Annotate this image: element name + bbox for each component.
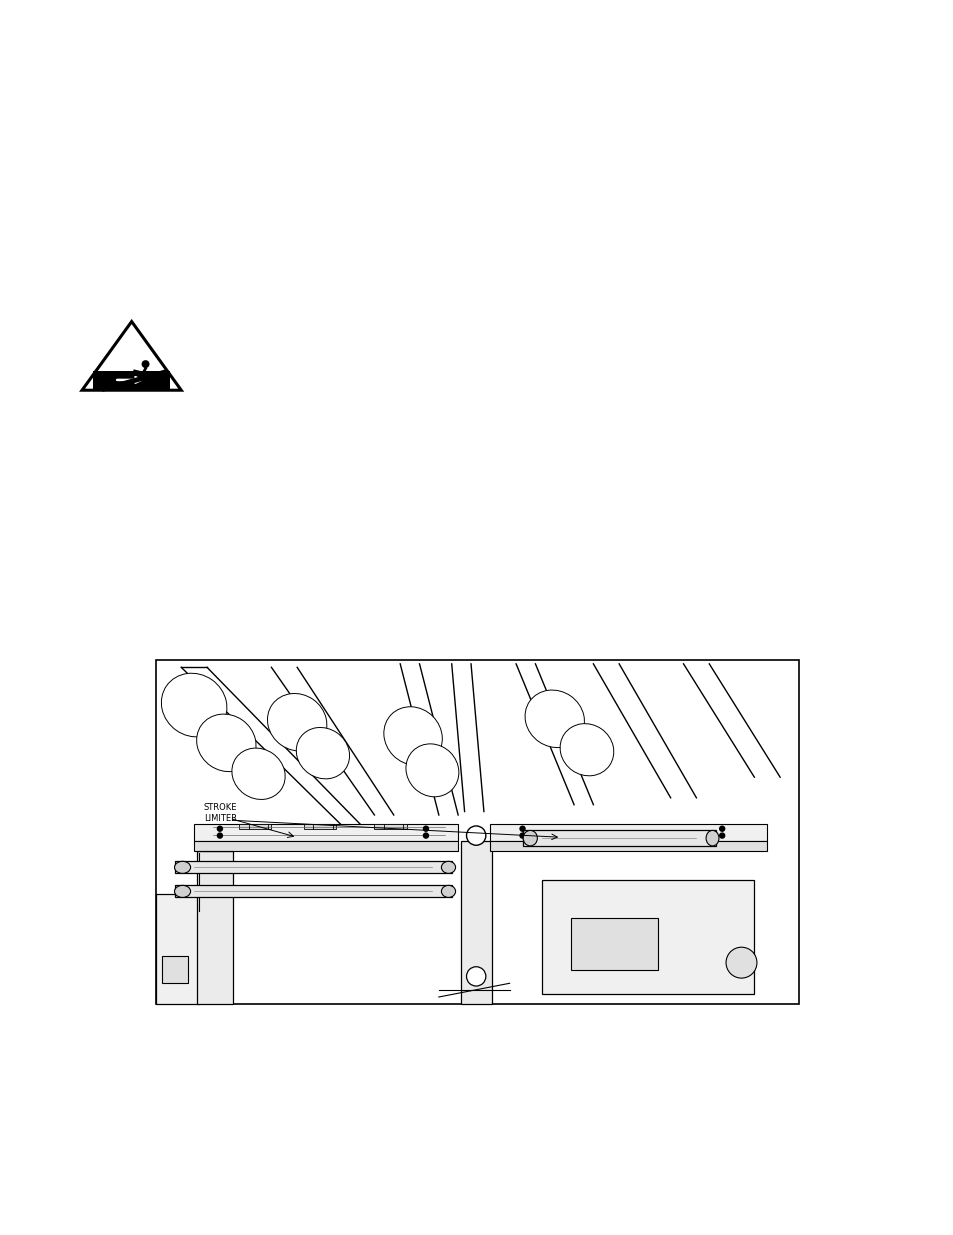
Circle shape [216, 832, 223, 839]
Polygon shape [82, 321, 181, 390]
Bar [570, 918, 658, 969]
Ellipse shape [705, 830, 719, 846]
Circle shape [719, 832, 724, 839]
Ellipse shape [559, 724, 613, 776]
Ellipse shape [441, 861, 456, 873]
Ellipse shape [524, 690, 584, 747]
Ellipse shape [196, 714, 255, 772]
Bar [522, 830, 715, 846]
Bar [460, 841, 491, 1004]
Circle shape [719, 825, 724, 832]
Polygon shape [490, 841, 766, 851]
Bar [374, 824, 406, 830]
Bar [174, 861, 452, 873]
Polygon shape [490, 824, 766, 841]
Bar [303, 824, 335, 830]
Circle shape [141, 361, 150, 368]
Circle shape [466, 967, 485, 986]
Ellipse shape [383, 706, 442, 766]
Text: STROKE
LIMITER: STROKE LIMITER [204, 803, 237, 824]
Ellipse shape [161, 673, 227, 737]
Ellipse shape [174, 861, 191, 873]
Bar [239, 824, 272, 830]
Ellipse shape [441, 885, 456, 898]
Ellipse shape [522, 830, 537, 846]
Bar [174, 885, 452, 898]
Circle shape [518, 832, 525, 839]
Ellipse shape [174, 885, 191, 898]
Ellipse shape [296, 727, 349, 779]
Circle shape [518, 825, 525, 832]
Ellipse shape [232, 748, 285, 799]
Polygon shape [194, 824, 457, 841]
Circle shape [725, 947, 756, 978]
Polygon shape [92, 370, 171, 390]
Bar [155, 661, 799, 1004]
Circle shape [466, 826, 485, 845]
Ellipse shape [406, 743, 458, 797]
Bar [197, 851, 233, 1004]
Ellipse shape [267, 694, 327, 751]
Circle shape [422, 825, 429, 832]
Bar [155, 894, 199, 1004]
Bar [162, 956, 188, 983]
Circle shape [422, 832, 429, 839]
Polygon shape [194, 841, 457, 851]
Circle shape [216, 825, 223, 832]
Bar [541, 881, 754, 994]
